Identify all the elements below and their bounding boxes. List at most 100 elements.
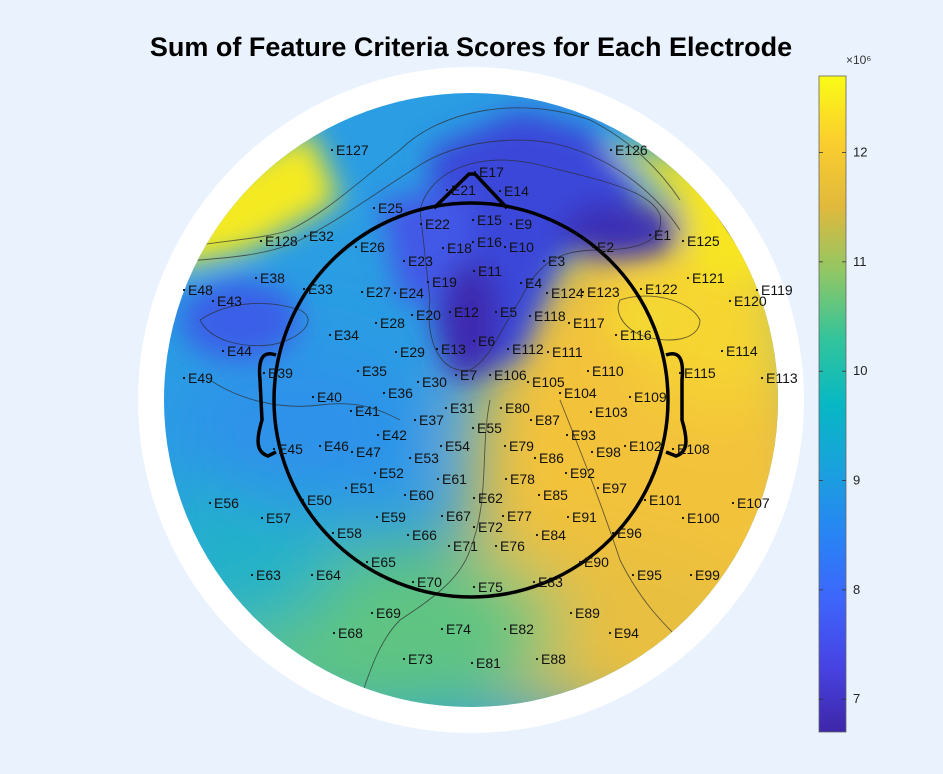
nose-outline bbox=[432, 172, 509, 210]
electrode-e44: E44 bbox=[221, 343, 252, 359]
electrode-label: E116 bbox=[620, 327, 652, 343]
electrode-marker bbox=[760, 376, 764, 380]
electrode-e100: E100 bbox=[681, 510, 720, 526]
right-ear-outline bbox=[665, 352, 688, 458]
electrode-marker bbox=[590, 450, 594, 454]
electrode-label: E67 bbox=[446, 508, 471, 524]
electrode-e113: E113 bbox=[760, 370, 798, 386]
colorbar-tick-label: 10 bbox=[853, 363, 867, 378]
electrode-marker bbox=[440, 514, 444, 518]
electrode-label: E89 bbox=[575, 605, 600, 621]
electrode-e19: E19 bbox=[426, 274, 457, 290]
electrode-marker bbox=[435, 347, 439, 351]
electrode-label: E64 bbox=[316, 567, 341, 583]
electrode-marker bbox=[471, 218, 475, 222]
electrode-e127: E127 bbox=[330, 142, 369, 158]
electrode-label: E42 bbox=[382, 427, 407, 443]
electrode-marker bbox=[410, 313, 414, 317]
electrode-marker bbox=[182, 376, 186, 380]
electrode-e86: E86 bbox=[533, 450, 564, 466]
electrode-label: E37 bbox=[419, 412, 444, 428]
electrode-marker bbox=[519, 281, 523, 285]
electrode-label: E54 bbox=[445, 438, 470, 454]
electrode-e99: E99 bbox=[689, 567, 720, 583]
electrode-label: E121 bbox=[692, 270, 725, 286]
electrode-marker bbox=[558, 391, 562, 395]
electrode-marker bbox=[567, 321, 571, 325]
electrode-label: E19 bbox=[432, 274, 457, 290]
electrode-label: E94 bbox=[614, 625, 639, 641]
electrode-label: E103 bbox=[595, 404, 628, 420]
electrode-label: E53 bbox=[414, 450, 439, 466]
electrode-marker bbox=[394, 350, 398, 354]
electrode-marker bbox=[440, 627, 444, 631]
electrode-label: E110 bbox=[592, 363, 624, 379]
electrode-e103: E103 bbox=[589, 404, 628, 420]
electrode-marker bbox=[221, 349, 225, 353]
electrode-label: E128 bbox=[265, 233, 298, 249]
electrode-label: E28 bbox=[380, 315, 405, 331]
electrode-label: E49 bbox=[188, 370, 213, 386]
electrode-marker bbox=[589, 410, 593, 414]
electrode-marker bbox=[439, 444, 443, 448]
electrode-marker bbox=[545, 291, 549, 295]
electrode-e119: E119 bbox=[755, 282, 793, 298]
electrode-label: E31 bbox=[450, 400, 475, 416]
electrode-label: E40 bbox=[317, 389, 342, 405]
electrode-marker bbox=[586, 369, 590, 373]
electrode-marker bbox=[403, 493, 407, 497]
electrode-marker bbox=[631, 573, 635, 577]
electrode-label: E61 bbox=[442, 471, 467, 487]
head-outline bbox=[256, 172, 688, 599]
electrode-marker bbox=[609, 148, 613, 152]
electrode-label: E109 bbox=[634, 389, 667, 405]
electrode-label: E102 bbox=[629, 438, 662, 454]
electrode-label: E32 bbox=[309, 228, 334, 244]
electrode-label: E96 bbox=[617, 525, 642, 541]
electrode-marker bbox=[436, 477, 440, 481]
electrode-e109: E109 bbox=[628, 389, 667, 405]
electrode-label: E36 bbox=[388, 385, 413, 401]
electrode-e42: E42 bbox=[376, 427, 407, 443]
electrode-marker bbox=[441, 246, 445, 250]
electrode-label: E95 bbox=[637, 567, 662, 583]
electrode-e79: E79 bbox=[503, 438, 534, 454]
electrode-label: E21 bbox=[451, 182, 476, 198]
electrode-e10: E10 bbox=[503, 239, 534, 255]
electrode-e20: E20 bbox=[410, 307, 441, 323]
electrode-marker bbox=[504, 477, 508, 481]
electrode-e4: E4 bbox=[519, 275, 542, 291]
electrode-e126: E126 bbox=[609, 142, 648, 158]
electrode-label: E50 bbox=[307, 492, 332, 508]
electrode-label: E73 bbox=[408, 651, 433, 667]
electrode-label: E25 bbox=[378, 200, 403, 216]
electrode-label: E24 bbox=[399, 285, 424, 301]
electrode-marker bbox=[472, 496, 476, 500]
electrode-e91: E91 bbox=[566, 509, 597, 525]
electrode-marker bbox=[591, 245, 595, 249]
electrode-marker bbox=[498, 189, 502, 193]
electrode-e13: E13 bbox=[435, 341, 466, 357]
electrode-label: E123 bbox=[587, 284, 620, 300]
electrode-e88: E88 bbox=[535, 651, 566, 667]
electrode-marker bbox=[532, 580, 536, 584]
electrode-marker bbox=[471, 426, 475, 430]
electrode-marker bbox=[349, 409, 353, 413]
electrode-marker bbox=[569, 611, 573, 615]
electrode-e49: E49 bbox=[182, 370, 213, 386]
electrode-marker bbox=[375, 515, 379, 519]
electrode-marker bbox=[454, 373, 458, 377]
electrode-marker bbox=[546, 350, 550, 354]
electrode-marker bbox=[402, 657, 406, 661]
electrode-e83: E83 bbox=[532, 574, 563, 590]
electrode-e97: E97 bbox=[596, 480, 627, 496]
head-circle bbox=[272, 201, 670, 599]
electrode-label: E33 bbox=[308, 281, 333, 297]
electrode-e95: E95 bbox=[631, 567, 662, 583]
electrode-e24: E24 bbox=[393, 285, 424, 301]
electrode-marker bbox=[623, 444, 627, 448]
electrode-e73: E73 bbox=[402, 651, 433, 667]
electrode-marker bbox=[406, 533, 410, 537]
electrode-label: E82 bbox=[509, 621, 534, 637]
